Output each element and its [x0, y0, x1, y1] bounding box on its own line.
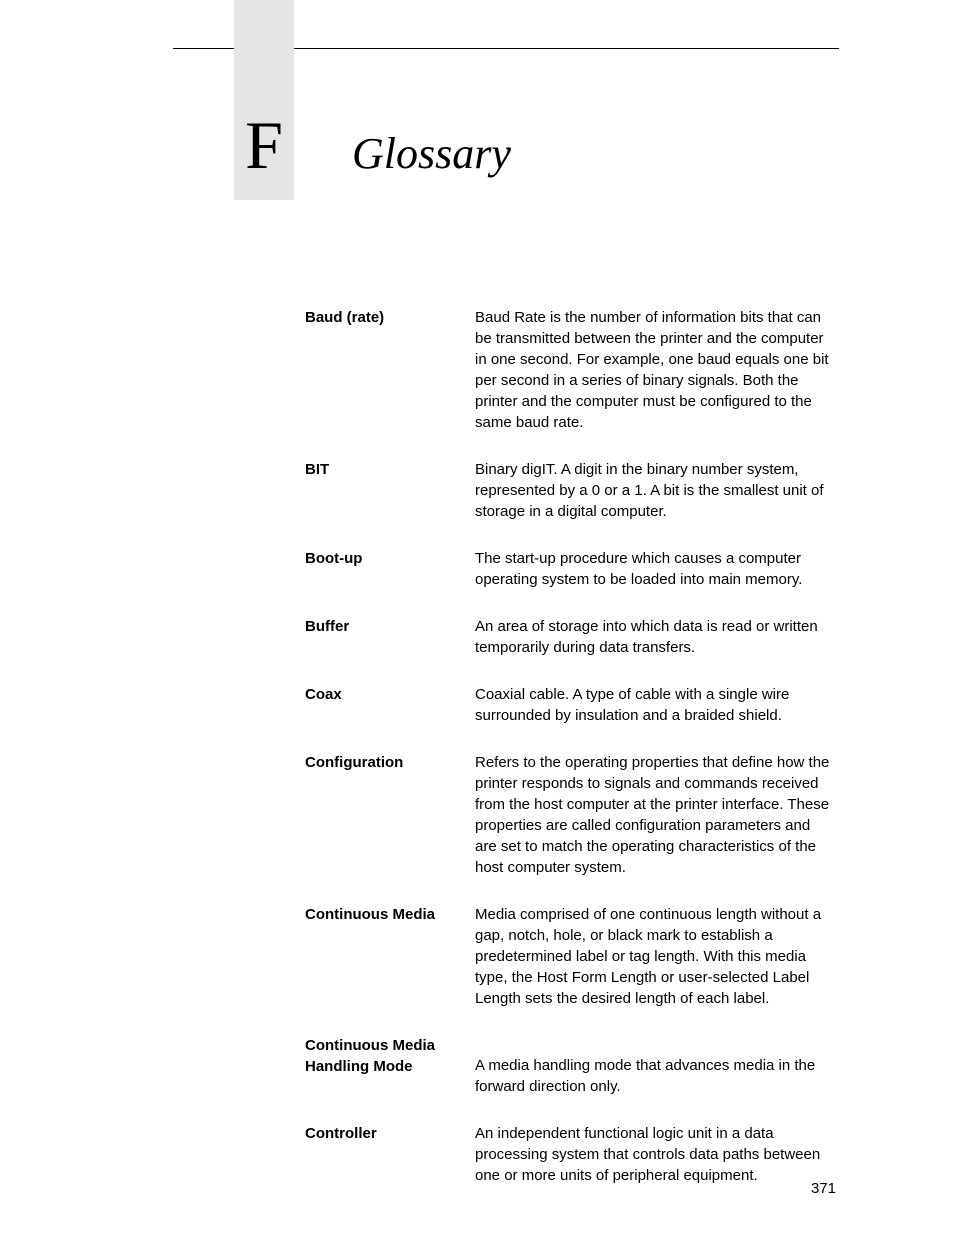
glossary-entry: Boot-up The start-up procedure which cau… [305, 548, 836, 590]
glossary-term: Continuous Media [305, 904, 475, 925]
glossary-term: Boot-up [305, 548, 475, 569]
glossary-entry: Configuration Refers to the operating pr… [305, 752, 836, 878]
glossary-term: Configuration [305, 752, 475, 773]
glossary-definition: A media handling mode that advances medi… [475, 1035, 836, 1097]
page-number: 371 [811, 1180, 836, 1197]
glossary-definition: Coaxial cable. A type of cable with a si… [475, 684, 836, 726]
glossary-definition: Binary digIT. A digit in the binary numb… [475, 459, 836, 522]
glossary-entry: Continuous Media Media comprised of one … [305, 904, 836, 1009]
glossary-term: BIT [305, 459, 475, 480]
glossary-definition: An independent functional logic unit in … [475, 1123, 836, 1186]
glossary-entry: Controller An independent functional log… [305, 1123, 836, 1186]
glossary-term: Controller [305, 1123, 475, 1144]
glossary-definition: Media comprised of one continuous length… [475, 904, 836, 1009]
glossary-entry: Coax Coaxial cable. A type of cable with… [305, 684, 836, 726]
glossary-definition: An area of storage into which data is re… [475, 616, 836, 658]
glossary-list: Baud (rate) Baud Rate is the number of i… [305, 307, 836, 1212]
glossary-term: Baud (rate) [305, 307, 475, 328]
glossary-definition: Refers to the operating properties that … [475, 752, 836, 878]
glossary-entry: BIT Binary digIT. A digit in the binary … [305, 459, 836, 522]
glossary-entry: Buffer An area of storage into which dat… [305, 616, 836, 658]
glossary-term: Coax [305, 684, 475, 705]
appendix-letter: F [245, 106, 283, 185]
glossary-term: Continuous Media Handling Mode [305, 1035, 475, 1077]
glossary-term: Buffer [305, 616, 475, 637]
glossary-entry: Baud (rate) Baud Rate is the number of i… [305, 307, 836, 433]
glossary-entry: Continuous Media Handling Mode A media h… [305, 1035, 836, 1097]
glossary-definition: Baud Rate is the number of information b… [475, 307, 836, 433]
glossary-definition: The start-up procedure which causes a co… [475, 548, 836, 590]
appendix-letter-box: F [234, 0, 294, 200]
page-title: Glossary [352, 128, 511, 179]
